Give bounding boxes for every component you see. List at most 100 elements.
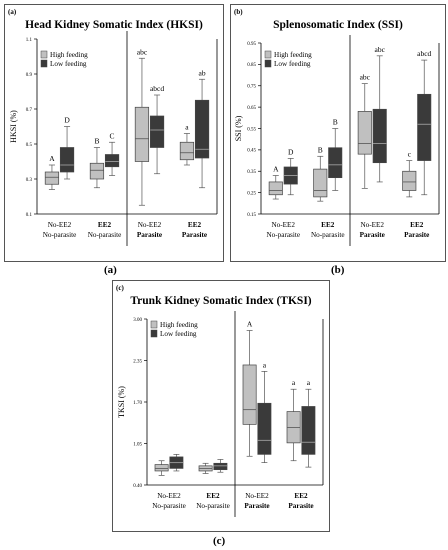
box-low-feeding bbox=[301, 406, 316, 455]
panel-label: (a) bbox=[8, 8, 17, 16]
x-category-label: EE2 bbox=[98, 221, 112, 229]
box-high-feeding bbox=[313, 168, 328, 198]
caption-c: (c) bbox=[213, 535, 226, 547]
y-tick-label: 0.9 bbox=[26, 73, 33, 78]
box-low-feeding bbox=[257, 402, 272, 455]
x-category-label: No-EE2 bbox=[138, 221, 162, 229]
box-low-feeding bbox=[59, 147, 75, 173]
x-category-label: No-parasite bbox=[311, 231, 345, 239]
ssi-chart: 0.15 0.25 0.35 0.45 0.55 0.65 0.75 0.85 0.95 SSI … bbox=[234, 35, 440, 246]
legend-label: High feeding bbox=[50, 51, 88, 59]
x-category-label: No-EE2 bbox=[271, 221, 295, 229]
significance-label: C bbox=[110, 131, 115, 140]
significance-label: a bbox=[185, 123, 189, 132]
significance-label: abc bbox=[360, 73, 371, 82]
significance-label: D bbox=[288, 147, 294, 156]
caption-b: (b) bbox=[331, 264, 345, 276]
chart-title: Splenosomatic Index (SSI) bbox=[273, 19, 403, 31]
legend-swatch-low bbox=[150, 329, 158, 338]
chart-title: Head Kidney Somatic Index (HKSI) bbox=[25, 19, 203, 31]
box-low-feeding bbox=[194, 99, 210, 159]
x-category-label: Parasite bbox=[244, 502, 269, 510]
y-tick-label: 0.75 bbox=[247, 85, 256, 90]
x-category-label: No-parasite bbox=[196, 502, 230, 510]
y-tick-label: 0.95 bbox=[247, 42, 256, 47]
box-high-feeding bbox=[44, 171, 60, 185]
box-low-feeding bbox=[417, 93, 432, 161]
legend-label: Low feeding bbox=[50, 60, 87, 68]
significance-label: abc bbox=[137, 47, 148, 56]
y-axis-label: HKSI (%) bbox=[9, 110, 18, 143]
legend-swatch-high bbox=[40, 50, 48, 59]
x-category-label: EE2 bbox=[206, 492, 220, 500]
y-tick-label: 0.5 bbox=[26, 143, 33, 148]
y-tick-label: 0.40 bbox=[133, 484, 142, 489]
panel-label: (c) bbox=[116, 284, 124, 292]
significance-label: abc bbox=[375, 45, 386, 54]
legend-label: Low feeding bbox=[274, 60, 311, 68]
significance-label: a bbox=[263, 360, 267, 369]
legend-swatch-high bbox=[264, 50, 272, 59]
legend-label: High feeding bbox=[160, 321, 198, 329]
y-tick-label: 0.7 bbox=[26, 108, 33, 113]
y-tick-label: 0.45 bbox=[247, 149, 256, 154]
y-tick-label: 0.15 bbox=[247, 213, 256, 218]
y-axis-label: SSI (%) bbox=[234, 115, 243, 141]
y-tick-label: 1.1 bbox=[26, 38, 33, 43]
legend-swatch-low bbox=[264, 59, 272, 68]
box-high-feeding bbox=[89, 162, 105, 180]
x-category-label: Parasite bbox=[360, 231, 385, 239]
panel-tksi: (c) Trunk Kidney Somatic Index (TKSI) 0.… bbox=[112, 280, 330, 532]
legend-label: High feeding bbox=[274, 51, 312, 59]
significance-label: ab bbox=[199, 68, 206, 77]
significance-label: a bbox=[292, 378, 296, 387]
y-axis-label: TKSI (%) bbox=[117, 386, 126, 418]
panel-ssi: (b) Splenosomatic Index (SSI) 0.15 0.25 0.… bbox=[230, 4, 446, 262]
x-category-label: EE2 bbox=[410, 221, 424, 229]
x-category-label: No-EE2 bbox=[157, 492, 181, 500]
y-tick-label: 0.1 bbox=[26, 213, 33, 218]
box-high-feeding bbox=[154, 464, 169, 472]
y-tick-label: 1.70 bbox=[133, 401, 142, 406]
box-high-feeding bbox=[402, 170, 417, 191]
significance-label: c bbox=[408, 150, 412, 159]
chart-title: Trunk Kidney Somatic Index (TKSI) bbox=[130, 295, 312, 307]
box-low-feeding bbox=[328, 147, 343, 179]
x-category-label: Parasite bbox=[137, 231, 162, 239]
x-category-label: EE2 bbox=[188, 221, 202, 229]
y-tick-label: 2.35 bbox=[133, 359, 142, 364]
x-category-label: Parasite bbox=[404, 231, 429, 239]
x-category-label: Parasite bbox=[182, 231, 207, 239]
legend-swatch-low bbox=[40, 59, 48, 68]
box-high-feeding bbox=[268, 181, 283, 196]
significance-label: A bbox=[273, 165, 279, 174]
box-low-feeding bbox=[149, 115, 165, 148]
x-category-label: No-parasite bbox=[152, 502, 186, 510]
significance-label: A bbox=[49, 154, 55, 163]
box-high-feeding bbox=[134, 106, 150, 162]
x-category-label: EE2 bbox=[321, 221, 335, 229]
significance-label: D bbox=[64, 116, 70, 125]
significance-label: abcd bbox=[417, 49, 431, 58]
significance-label: B bbox=[318, 145, 323, 154]
panel-hksi: (a) Head Kidney Somatic Index (HKSI) 0.1… bbox=[4, 4, 224, 262]
y-tick-label: 0.65 bbox=[247, 106, 256, 111]
x-category-label: No-parasite bbox=[43, 231, 77, 239]
box-low-feeding bbox=[372, 108, 387, 164]
box-high-feeding bbox=[179, 141, 195, 161]
box-low-feeding bbox=[213, 462, 228, 471]
y-tick-label: 0.85 bbox=[247, 63, 256, 68]
box-high-feeding bbox=[242, 364, 257, 425]
y-tick-label: 0.35 bbox=[247, 170, 256, 175]
legend-label: Low feeding bbox=[160, 330, 197, 338]
y-tick-label: 0.3 bbox=[26, 178, 33, 183]
panel-label: (b) bbox=[234, 8, 243, 16]
legend-swatch-high bbox=[150, 320, 158, 329]
x-category-label: No-parasite bbox=[266, 231, 300, 239]
significance-label: B bbox=[333, 118, 338, 127]
x-category-label: EE2 bbox=[294, 492, 308, 500]
x-category-label: Parasite bbox=[288, 502, 313, 510]
x-category-label: No-EE2 bbox=[48, 221, 72, 229]
box-high-feeding bbox=[357, 111, 372, 155]
significance-label: abcd bbox=[150, 84, 164, 93]
